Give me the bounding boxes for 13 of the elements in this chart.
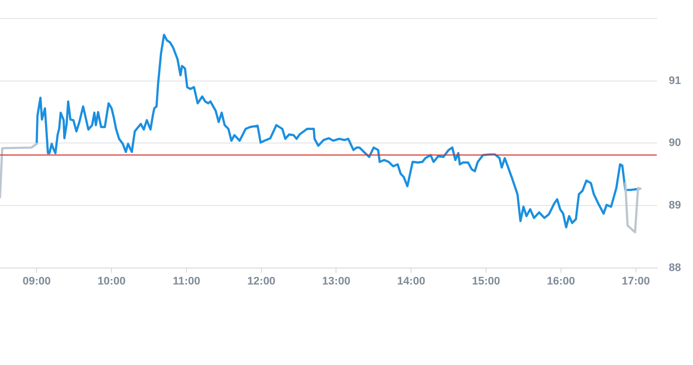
x-tick-label: 13:00 xyxy=(322,275,350,288)
x-tick-label: 09:00 xyxy=(22,275,51,288)
y-tick-label: 91 xyxy=(668,74,682,87)
x-tick-label: 11:00 xyxy=(172,275,200,288)
y-tick-label: 88 xyxy=(668,262,682,274)
y-tick-label: 89 xyxy=(668,200,682,212)
x-tick-label: 14:00 xyxy=(397,275,426,288)
y-tick-label: 90 xyxy=(668,137,682,150)
x-tick-label: 12:00 xyxy=(247,275,276,288)
x-tick-label: 16:00 xyxy=(546,275,575,288)
x-tick-label: 10:00 xyxy=(98,275,126,288)
x-tick-label: 17:00 xyxy=(622,275,650,288)
x-tick-label: 15:00 xyxy=(472,275,500,288)
